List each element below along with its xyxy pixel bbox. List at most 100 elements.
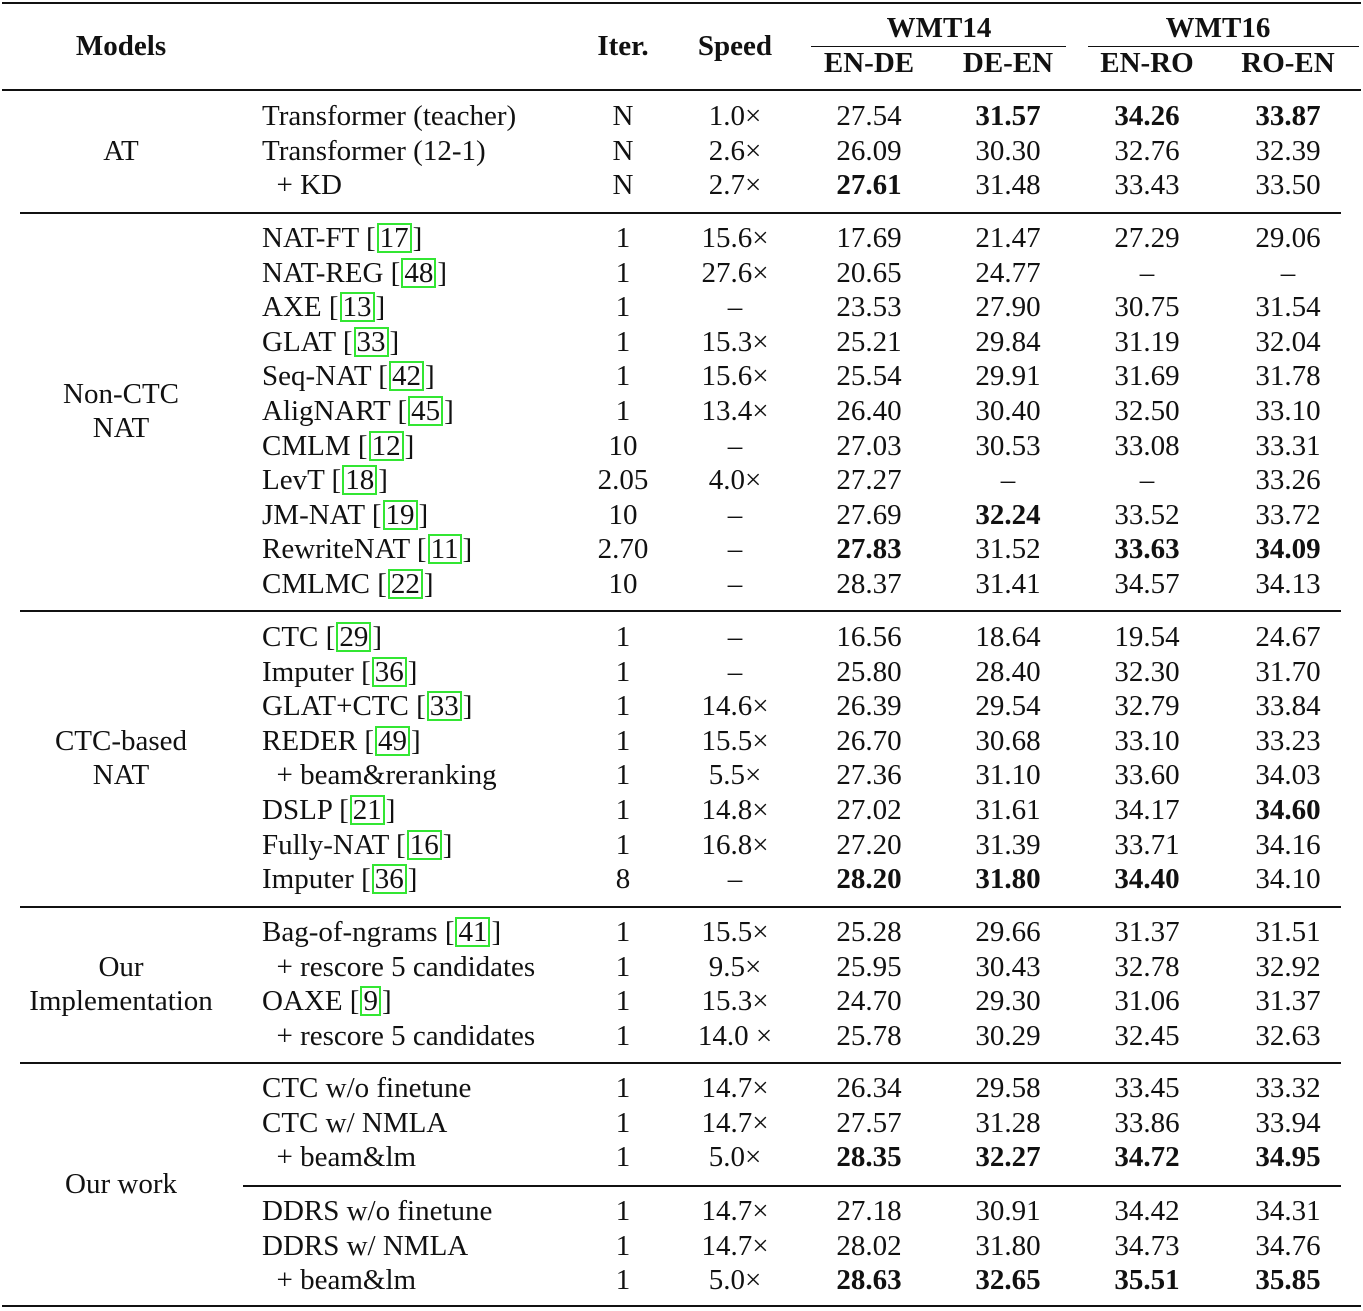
citation-link[interactable]: 41	[455, 917, 491, 947]
citation-link[interactable]: 22	[387, 569, 423, 599]
model-name: DSLP [21]	[262, 794, 396, 826]
citation-link[interactable]: 36	[371, 657, 407, 687]
model-label: NAT-FT	[262, 222, 359, 254]
bleu-score: 27.27	[836, 464, 902, 496]
header-lang-en-de: EN-DE	[823, 47, 915, 79]
iter-value: 1	[615, 257, 631, 289]
model-label: CTC w/o finetune	[262, 1072, 472, 1104]
bottom-rule	[2, 1305, 1361, 1307]
citation-link[interactable]: 33	[353, 327, 389, 357]
bleu-score: 30.29	[975, 1020, 1041, 1052]
bleu-score: 33.26	[1255, 464, 1321, 496]
model-name: OAXE [9]	[262, 985, 392, 1017]
citation-link[interactable]: 17	[376, 223, 412, 253]
model-name: Bag-of-ngrams [41]	[262, 916, 502, 948]
speed-value: 5.0×	[708, 1264, 762, 1296]
bleu-score: 31.80	[975, 863, 1041, 895]
iter-value: 1	[615, 222, 631, 254]
bleu-score: 34.95	[1255, 1141, 1321, 1173]
bleu-score: 28.35	[836, 1141, 902, 1173]
bleu-score: 30.40	[975, 395, 1041, 427]
bleu-score: 25.54	[836, 360, 902, 392]
iter-value: 1	[615, 1230, 631, 1262]
bleu-score: 30.30	[975, 135, 1041, 167]
citation-link[interactable]: 18	[342, 465, 378, 495]
iter-value: 1	[615, 725, 631, 757]
model-name: + rescore 5 candidates	[262, 1019, 536, 1053]
iter-value: 1	[615, 291, 631, 323]
model-label: REDER	[262, 725, 358, 757]
speed-value: 27.6×	[701, 257, 769, 289]
model-label: + rescore 5 candidates	[262, 1020, 536, 1052]
bleu-score: 31.61	[975, 794, 1041, 826]
model-name: Seq-NAT [42]	[262, 360, 435, 392]
model-label: LevT	[262, 464, 325, 496]
model-name: CTC [29]	[262, 621, 382, 653]
bleu-score: 25.21	[836, 326, 902, 358]
model-name: CMLMC [22]	[262, 568, 434, 600]
subgroup-separator	[243, 1185, 1341, 1187]
citation-link[interactable]: 13	[339, 292, 375, 322]
citation-link[interactable]: 29	[336, 622, 372, 652]
bleu-score: 27.61	[836, 169, 902, 201]
iter-value: 8	[615, 863, 631, 895]
speed-value: –	[727, 533, 743, 565]
bleu-score: 34.40	[1114, 863, 1180, 895]
bleu-score: 32.27	[975, 1141, 1041, 1173]
group-separator	[20, 610, 1341, 612]
bleu-score: 29.66	[975, 916, 1041, 948]
bleu-score: 35.85	[1255, 1264, 1321, 1296]
iter-value: 1	[615, 1020, 631, 1052]
bleu-score: –	[1139, 257, 1155, 289]
bleu-score: 33.71	[1114, 829, 1180, 861]
iter-value: N	[612, 135, 634, 167]
citation-link[interactable]: 48	[401, 258, 437, 288]
citation-link[interactable]: 45	[408, 396, 444, 426]
speed-value: 2.7×	[708, 169, 762, 201]
bleu-score: 32.24	[975, 499, 1041, 531]
header-lang-ro-en: RO-EN	[1241, 47, 1335, 79]
model-label: Imputer	[262, 863, 354, 895]
model-label: JM-NAT	[262, 499, 365, 531]
speed-value: 14.7×	[701, 1195, 769, 1227]
citation-link[interactable]: 16	[406, 830, 442, 860]
bleu-score: 34.42	[1114, 1195, 1180, 1227]
model-name: DDRS w/ NMLA	[262, 1229, 468, 1263]
citation-link[interactable]: 9	[360, 986, 381, 1016]
model-label: Transformer (teacher)	[262, 100, 517, 132]
model-name: Imputer [36]	[262, 863, 418, 895]
model-name: NAT-REG [48]	[262, 257, 447, 289]
citation-link[interactable]: 33	[426, 691, 462, 721]
bleu-score: 26.39	[836, 690, 902, 722]
iter-value: 1	[615, 1107, 631, 1139]
model-name: NAT-FT [17]	[262, 222, 423, 254]
bleu-score: 27.20	[836, 829, 902, 861]
bleu-score: 27.90	[975, 291, 1041, 323]
bleu-score: 24.77	[975, 257, 1041, 289]
speed-value: 13.4×	[701, 395, 769, 427]
bleu-score: 33.32	[1255, 1072, 1321, 1104]
bleu-score: 26.70	[836, 725, 902, 757]
citation-link[interactable]: 36	[371, 864, 407, 894]
citation-link[interactable]: 21	[349, 795, 385, 825]
citation-link[interactable]: 11	[427, 534, 462, 564]
bleu-score: 31.48	[975, 169, 1041, 201]
group-label: Our Implementation	[29, 950, 213, 1017]
speed-value: 14.6×	[701, 690, 769, 722]
iter-value: 1	[615, 985, 631, 1017]
bleu-score: 29.54	[975, 690, 1041, 722]
model-name: + beam&lm	[262, 1140, 417, 1174]
bleu-score: 34.17	[1114, 794, 1180, 826]
citation-link[interactable]: 49	[374, 726, 410, 756]
bleu-score: 32.39	[1255, 135, 1321, 167]
model-name: Transformer (12-1)	[262, 134, 486, 168]
citation-link[interactable]: 19	[382, 500, 418, 530]
bleu-score: 34.57	[1114, 568, 1180, 600]
citation-link[interactable]: 12	[368, 431, 404, 461]
bleu-score: 34.76	[1255, 1230, 1321, 1262]
model-label: CMLM	[262, 430, 351, 462]
citation-link[interactable]: 42	[388, 361, 424, 391]
model-name: + beam&reranking	[262, 758, 497, 792]
bleu-score: 26.40	[836, 395, 902, 427]
speed-value: –	[727, 430, 743, 462]
